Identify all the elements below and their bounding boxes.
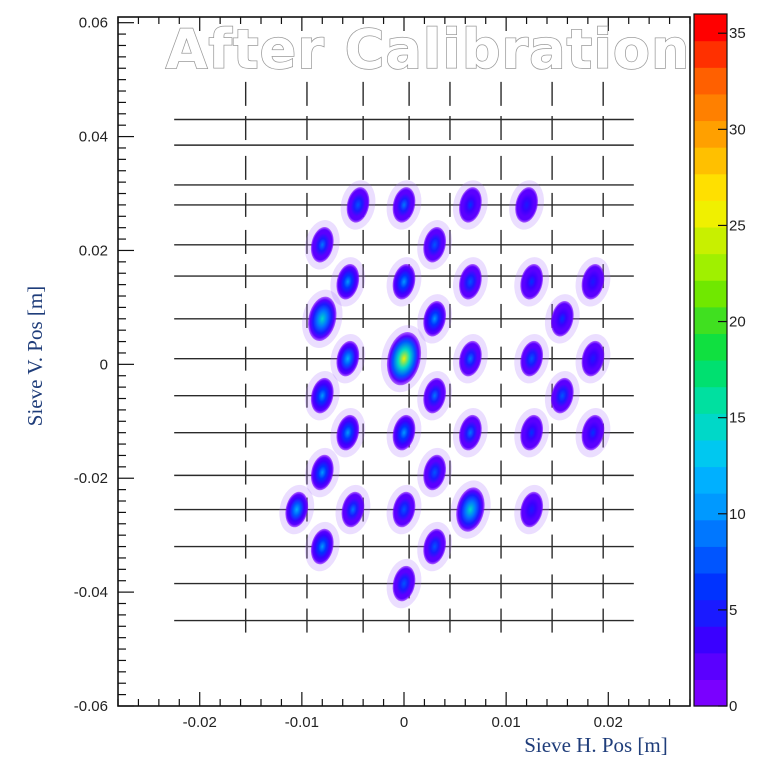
colorbar-band [694,652,727,680]
sieve-spot [456,487,485,532]
colorbar-tick-label: 25 [729,217,746,234]
colorbar-frame [693,13,728,707]
x-tick-label: -0.01 [285,714,319,731]
colorbar-band [694,40,727,68]
sieve-spot [308,296,337,341]
colorbar-band [694,572,727,601]
sieve-spot [336,340,360,377]
spots-layer [279,180,611,609]
sieve-spot [310,454,334,491]
sieve-spot [423,301,447,337]
chart-title: After Calibration [166,18,691,81]
sieve-spot [392,264,416,300]
sieve-spot [550,301,574,337]
sieve-spot [310,227,334,263]
colorbar-tick-label: 15 [729,410,746,427]
sieve-spot [392,414,416,451]
colorbar-band [694,493,727,521]
colorbar-tick-label: 30 [729,121,746,138]
sieve-spot [515,187,538,223]
sieve-spot [520,414,544,451]
x-tick-label: 0.02 [594,714,623,731]
y-tick-label: 0.04 [79,129,108,146]
colorbar-band [694,360,727,388]
sieve-spot [423,454,447,491]
colorbar-band [694,14,727,42]
y-tick-label: -0.02 [74,470,108,487]
y-tick-label: -0.06 [74,698,108,715]
sieve-spot [520,264,544,300]
colorbar-band [694,626,727,654]
sieve-spot [423,377,447,414]
x-tick-label: 0.01 [492,714,521,731]
sieve-spot [392,491,416,528]
colorbar-band [694,306,727,334]
colorbar: 0 5 10 15 20 25 30 35 [693,13,746,715]
colorbar-tick-label: 5 [729,602,737,619]
colorbar-tick-label: 20 [729,314,746,331]
colorbar-band [694,67,727,95]
y-axis-title: Sieve V. Pos [m] [23,286,47,426]
colorbar-band [694,93,727,122]
sieve-spot [581,340,605,377]
sieve-spot [423,227,447,263]
sieve-spot [392,565,416,602]
y-tick-label: 0 [100,356,108,373]
sieve-spot [459,414,482,451]
sieve-spot [423,528,447,565]
sieve-spot [550,377,574,414]
colorbar-tick-label: 10 [729,506,746,523]
colorbar-tick-label: 35 [729,25,746,42]
colorbar-band [694,120,727,148]
sieve-spot [341,491,365,528]
y-tick-label: 0.06 [79,15,108,32]
sieve-spot [310,377,334,414]
sieve-spot [346,187,370,223]
colorbar-band [694,679,727,707]
colorbar-band [694,333,727,361]
x-axis-title: Sieve H. Pos [m] [524,733,668,757]
colorbar-band [694,147,727,175]
colorbar-band [694,546,727,574]
colorbar-band [694,599,727,627]
colorbar-band [694,519,727,547]
sieve-spot [581,264,605,300]
colorbar-band [694,280,727,308]
colorbar-band [694,386,727,414]
colorbar-band [694,439,727,468]
y-tick-label: -0.04 [74,584,108,601]
sieve-spot [336,264,360,300]
x-axis: -0.02 -0.01 0 0.01 0.02 [117,17,691,731]
sieve-spot [459,340,482,377]
colorbar-band [694,173,727,201]
colorbar-band [694,253,727,281]
sieve-spot [520,491,544,528]
sieve-spot [285,491,309,528]
sieve-spot [459,187,482,223]
sieve-spot [520,340,544,377]
sieve-spot [581,414,605,451]
colorbar-band [694,200,727,228]
sieve-spot [310,528,334,565]
x-tick-label: -0.02 [183,714,217,731]
x-tick-label: 0 [400,714,408,731]
sieve-spot [386,332,422,386]
y-axis: -0.06 -0.04 -0.02 0 0.02 0.04 0.06 [74,15,134,715]
sieve-spot [392,187,416,223]
sieve-spot [336,414,360,451]
colorbar-band [694,226,727,255]
y-tick-label: 0.02 [79,242,108,259]
sieve-spot [459,264,482,300]
colorbar-tick-label: 0 [729,698,737,715]
colorbar-band [694,466,727,494]
